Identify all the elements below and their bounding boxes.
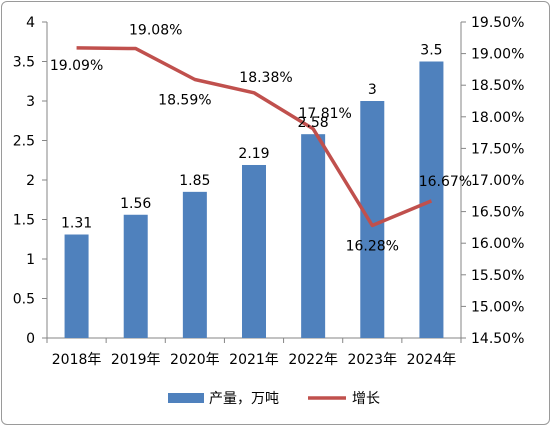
bar <box>64 234 89 338</box>
y-tick-label-right: 17.50% <box>471 141 524 157</box>
line-series <box>76 46 433 228</box>
y-tick-label-right: 18.50% <box>471 78 524 94</box>
x-tick-label: 2018年 <box>52 352 102 368</box>
data-labels: 1.31 1.56 1.85 2.19 2.58 3 3.5 19.09% 19.08% 18.5… <box>50 23 472 255</box>
y-tick-label-left: 0.5 <box>13 292 35 308</box>
y-tick-label-left: 1.5 <box>13 213 35 229</box>
bar <box>301 134 326 338</box>
y-tick-label-left: 2.5 <box>13 134 35 150</box>
y-tick-label-right: 19.50% <box>471 15 524 31</box>
bar-value-label: 1.56 <box>120 196 151 212</box>
x-tick-label: 2019年 <box>111 352 161 368</box>
chart-frame: 0 0.5 1 1.5 2 2.5 3 3.5 4 14.50% 15.00% 15.50% 16.00… <box>1 1 550 425</box>
bar-value-label: 2.19 <box>238 146 269 162</box>
bar-value-label: 3.5 <box>420 43 442 59</box>
y-tick-label-left: 1 <box>26 252 35 268</box>
y-tick-label-right: 16.50% <box>471 205 524 221</box>
line-value-label: 18.59% <box>158 93 211 109</box>
y-tick-label-left: 3.5 <box>13 55 35 71</box>
x-tick-label: 2023年 <box>347 352 397 368</box>
chart-axes: 0 0.5 1 1.5 2 2.5 3 3.5 4 14.50% 15.00% 15.50% 16.00… <box>13 15 525 368</box>
legend-label-line: 增长 <box>352 391 380 407</box>
line-value-label: 16.67% <box>419 174 472 190</box>
y-tick-label-left: 3 <box>26 94 35 110</box>
bar <box>123 214 148 338</box>
bar-value-label: 1.85 <box>179 173 210 189</box>
bar-value-label: 2.58 <box>298 115 329 131</box>
bar <box>360 101 385 338</box>
line-value-label: 19.09% <box>50 58 103 74</box>
y-tick-label-right: 18.00% <box>471 110 524 126</box>
legend-swatch-bar <box>168 393 204 403</box>
y-tick-label-left: 4 <box>26 15 35 31</box>
y-tick-label-left: 2 <box>26 173 35 189</box>
y-tick-label-right: 17.00% <box>471 173 524 189</box>
y-tick-label-right: 19.00% <box>471 47 524 63</box>
line-value-label: 17.81% <box>298 106 351 122</box>
x-tick-label: 2020年 <box>170 352 220 368</box>
bar-value-label: 3 <box>368 82 377 98</box>
bar <box>182 191 207 338</box>
line-value-label: 16.28% <box>346 239 399 255</box>
y-tick-label-left: 0 <box>26 331 35 347</box>
y-tick-label-right: 15.50% <box>471 268 524 284</box>
line-value-label: 19.08% <box>129 23 182 39</box>
legend-label-bar: 产量，万吨 <box>209 391 279 407</box>
x-tick-label: 2022年 <box>288 352 338 368</box>
y-tick-label-right: 15.00% <box>471 299 524 315</box>
bar <box>419 61 444 338</box>
y-tick-label-right: 14.50% <box>471 331 524 347</box>
x-tick-label: 2021年 <box>229 352 279 368</box>
bar-value-label: 1.31 <box>61 216 92 232</box>
combo-chart: 0 0.5 1 1.5 2 2.5 3 3.5 4 14.50% 15.00% 15.50% 16.00… <box>13 15 525 407</box>
y-tick-label-right: 16.00% <box>471 236 524 252</box>
growth-line <box>76 46 433 228</box>
bar-series <box>64 61 444 338</box>
legend: 产量，万吨 增长 <box>168 391 380 407</box>
x-tick-label: 2024年 <box>407 352 457 368</box>
bar <box>242 164 266 338</box>
line-value-label: 18.38% <box>239 70 292 86</box>
